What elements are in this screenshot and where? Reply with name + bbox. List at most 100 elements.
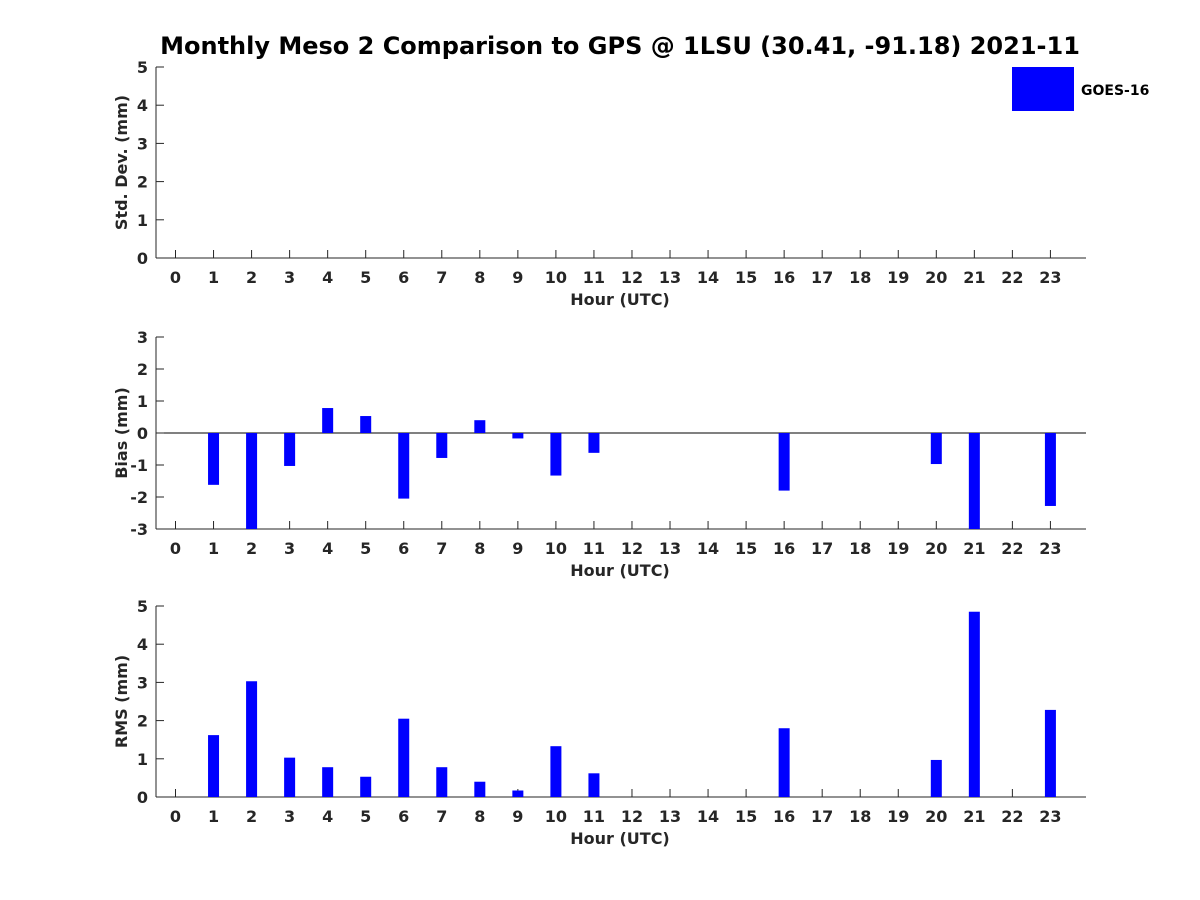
x-tick-label: 16: [773, 268, 795, 287]
y-axis-label: Bias (mm): [112, 387, 131, 479]
x-tick-label: 16: [773, 807, 795, 826]
y-tick-label: 5: [137, 58, 148, 77]
y-tick-label: 2: [137, 173, 148, 192]
x-tick-label: 9: [512, 268, 523, 287]
bar-hour-1: [208, 735, 220, 797]
bar-hour-6: [398, 718, 410, 797]
bar-hour-10: [550, 746, 562, 797]
legend: GOES-16: [1012, 67, 1149, 111]
x-tick-label: 10: [545, 539, 567, 558]
y-tick-label: 4: [137, 96, 148, 115]
bar-hour-5: [360, 416, 372, 433]
x-tick-label: 20: [925, 539, 947, 558]
x-tick-label: 11: [583, 807, 605, 826]
x-tick-label: 12: [621, 268, 643, 287]
bar-hour-1: [208, 433, 220, 485]
x-tick-label: 12: [621, 539, 643, 558]
bar-hour-7: [436, 433, 448, 458]
x-tick-label: 11: [583, 539, 605, 558]
x-tick-label: 13: [659, 268, 681, 287]
x-tick-label: 19: [887, 539, 909, 558]
x-tick-label: 14: [697, 807, 719, 826]
x-tick-label: 13: [659, 807, 681, 826]
x-tick-label: 23: [1039, 539, 1061, 558]
y-tick-label: 3: [137, 328, 148, 347]
x-tick-label: 14: [697, 539, 719, 558]
x-tick-label: 0: [170, 268, 181, 287]
x-tick-label: 23: [1039, 807, 1061, 826]
x-tick-label: 8: [474, 807, 485, 826]
y-tick-label: 4: [137, 635, 148, 654]
x-tick-label: 8: [474, 539, 485, 558]
x-tick-label: 5: [360, 807, 371, 826]
x-tick-label: 20: [925, 268, 947, 287]
x-tick-label: 5: [360, 539, 371, 558]
x-tick-label: 4: [322, 268, 333, 287]
y-tick-label: -1: [130, 456, 148, 475]
x-tick-label: 6: [398, 539, 409, 558]
chart-title: Monthly Meso 2 Comparison to GPS @ 1LSU …: [160, 32, 1080, 60]
bar-hour-11: [588, 773, 600, 797]
x-tick-label: 5: [360, 268, 371, 287]
y-tick-label: -2: [130, 488, 148, 507]
x-tick-label: 3: [284, 268, 295, 287]
x-tick-label: 3: [284, 539, 295, 558]
x-tick-label: 4: [322, 807, 333, 826]
x-tick-label: 6: [398, 807, 409, 826]
bar-hour-23: [1044, 709, 1056, 797]
x-axis-label: Hour (UTC): [570, 290, 670, 309]
x-tick-label: 23: [1039, 268, 1061, 287]
bar-hour-2: [246, 681, 258, 797]
x-tick-label: 18: [849, 539, 871, 558]
y-tick-label: -3: [130, 520, 148, 539]
x-tick-label: 6: [398, 268, 409, 287]
y-tick-label: 5: [137, 597, 148, 616]
bar-hour-23: [1044, 433, 1056, 506]
x-tick-label: 15: [735, 807, 757, 826]
bar-hour-4: [322, 767, 334, 797]
bar-hour-9: [512, 790, 524, 797]
legend-label: GOES-16: [1081, 83, 1149, 99]
x-tick-label: 0: [170, 807, 181, 826]
bar-hour-20: [930, 759, 942, 797]
x-tick-label: 2: [246, 539, 257, 558]
x-tick-label: 10: [545, 807, 567, 826]
y-tick-label: 1: [137, 750, 148, 769]
bar-hour-8: [474, 781, 486, 797]
x-tick-label: 8: [474, 268, 485, 287]
x-tick-label: 22: [1001, 268, 1023, 287]
x-tick-label: 18: [849, 268, 871, 287]
y-tick-label: 0: [137, 788, 148, 807]
x-tick-label: 21: [963, 539, 985, 558]
bar-hour-21: [968, 611, 980, 797]
bar-hour-8: [474, 420, 486, 433]
bar-hour-2: [246, 433, 258, 529]
x-tick-label: 7: [436, 807, 447, 826]
bar-hour-4: [322, 408, 334, 433]
x-tick-label: 10: [545, 268, 567, 287]
y-tick-label: 0: [137, 424, 148, 443]
x-tick-label: 17: [811, 807, 833, 826]
x-tick-label: 13: [659, 539, 681, 558]
x-tick-label: 12: [621, 807, 643, 826]
x-tick-label: 2: [246, 268, 257, 287]
x-tick-label: 17: [811, 539, 833, 558]
bar-hour-5: [360, 776, 372, 797]
x-tick-label: 14: [697, 268, 719, 287]
bar-hour-16: [778, 728, 790, 797]
bar-hour-11: [588, 433, 600, 453]
x-tick-label: 9: [512, 539, 523, 558]
x-tick-label: 21: [963, 268, 985, 287]
x-tick-label: 18: [849, 807, 871, 826]
y-tick-label: 3: [137, 673, 148, 692]
y-axis-label: Std. Dev. (mm): [112, 95, 131, 230]
x-tick-label: 9: [512, 807, 523, 826]
bar-hour-6: [398, 433, 410, 499]
x-tick-label: 1: [208, 807, 219, 826]
x-tick-label: 1: [208, 268, 219, 287]
y-axis-label: RMS (mm): [112, 655, 131, 748]
bar-hour-7: [436, 767, 448, 797]
x-tick-label: 2: [246, 807, 257, 826]
